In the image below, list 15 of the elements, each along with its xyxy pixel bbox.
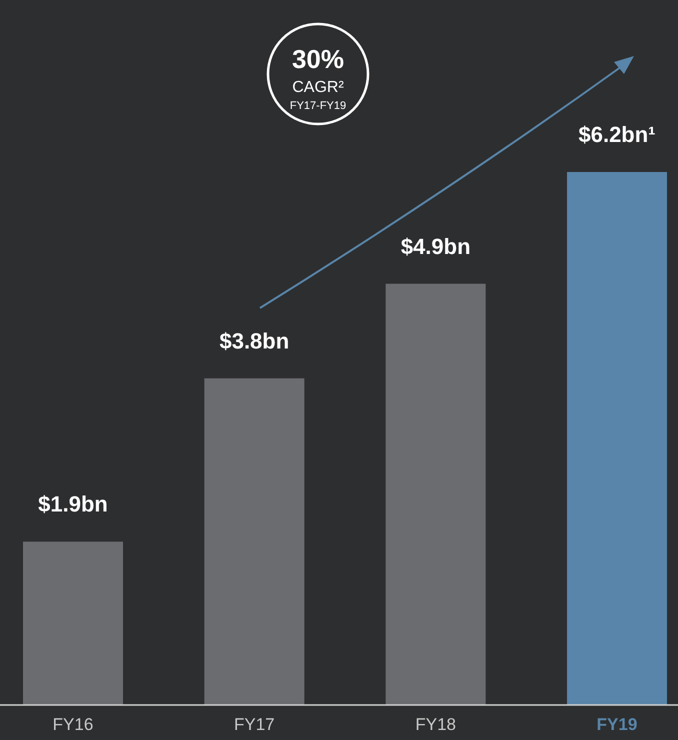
data-label: $1.9bn xyxy=(38,492,108,517)
data-label: $6.2bn¹ xyxy=(578,122,656,147)
x-tick-label: FY17 xyxy=(234,715,275,734)
x-tick-label: FY18 xyxy=(415,715,456,734)
data-label: $3.8bn xyxy=(219,328,290,354)
x-tick-label: FY19 xyxy=(596,715,638,734)
data-label: $4.9bn xyxy=(400,234,471,259)
bar xyxy=(386,284,486,705)
text: CAGR² xyxy=(292,79,344,96)
text: 30% xyxy=(292,44,344,74)
bar xyxy=(23,542,123,705)
text: FY17-FY19 xyxy=(290,100,346,112)
x-tick-label: FY16 xyxy=(52,715,94,734)
bar xyxy=(204,378,304,705)
bar xyxy=(567,172,667,705)
